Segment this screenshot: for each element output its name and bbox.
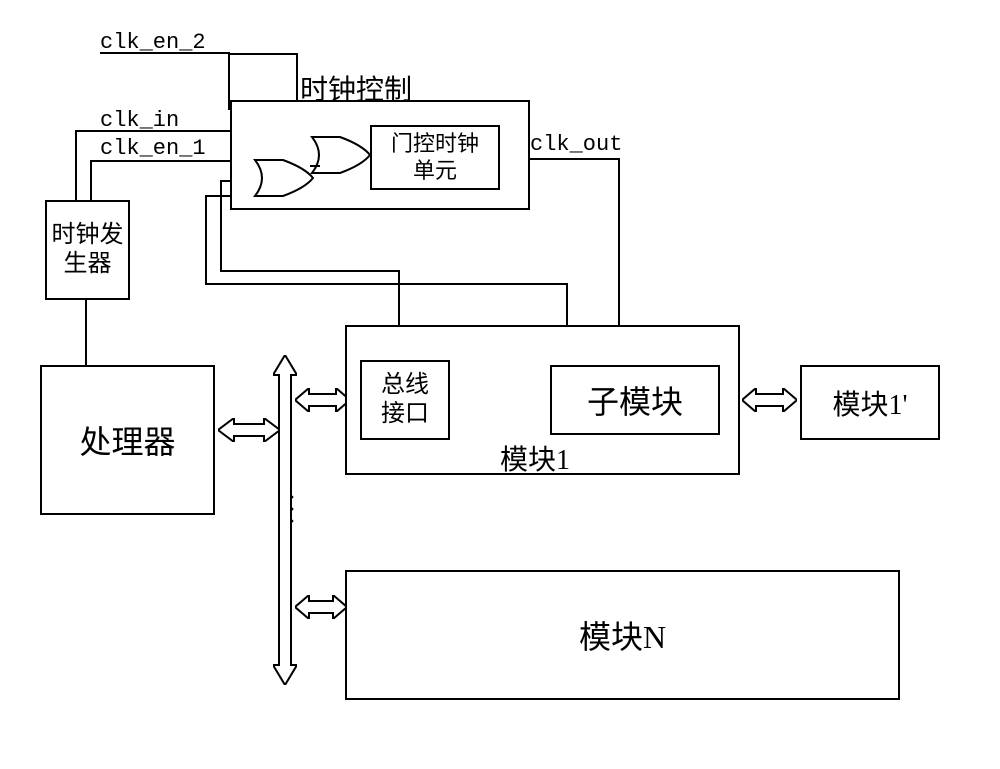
wire	[75, 130, 77, 202]
label-module-1-prime: 模块1'	[832, 383, 907, 423]
wire	[220, 270, 400, 272]
label-clock-generator: 时钟发 生器	[52, 221, 124, 279]
label-clock-control: 时钟控制	[300, 68, 412, 108]
box-gated-clock-unit: 门控时钟 单元	[370, 125, 500, 190]
box-processor: 处理器	[40, 365, 215, 515]
wire	[228, 53, 298, 55]
box-sub-module: 子模块	[550, 365, 720, 435]
wire	[90, 160, 92, 202]
label-module-1: 模块1	[500, 438, 570, 478]
double-arrow	[742, 388, 797, 412]
signal-clk-out: clk_out	[530, 132, 622, 157]
wire	[205, 195, 207, 283]
label-gated-clock-unit: 门控时钟 单元	[391, 131, 479, 184]
label-processor: 处理器	[79, 417, 175, 463]
wire	[90, 160, 252, 162]
double-arrow	[295, 388, 350, 412]
double-arrow	[295, 595, 347, 619]
wire	[75, 130, 252, 132]
label-sub-module: 子模块	[587, 377, 683, 423]
underline-clk-en-2	[100, 52, 230, 54]
wire	[205, 283, 567, 285]
wire	[310, 165, 320, 167]
signal-clk-en-1: clk_en_1	[100, 136, 206, 161]
or-gate-2	[310, 135, 372, 175]
box-bus-interface: 总线 接口	[360, 360, 450, 440]
label-bus-interface: 总线 接口	[381, 371, 429, 429]
wire	[220, 180, 222, 270]
double-arrow	[218, 418, 280, 442]
or-gate-1	[253, 158, 315, 198]
box-module-n: 模块N	[345, 570, 900, 700]
ellipsis-dots: · · ·	[288, 492, 296, 528]
label-module-n: 模块N	[579, 612, 666, 658]
wire	[85, 300, 87, 366]
box-clock-generator: 时钟发 生器	[45, 200, 130, 300]
box-module-1-prime: 模块1'	[800, 365, 940, 440]
